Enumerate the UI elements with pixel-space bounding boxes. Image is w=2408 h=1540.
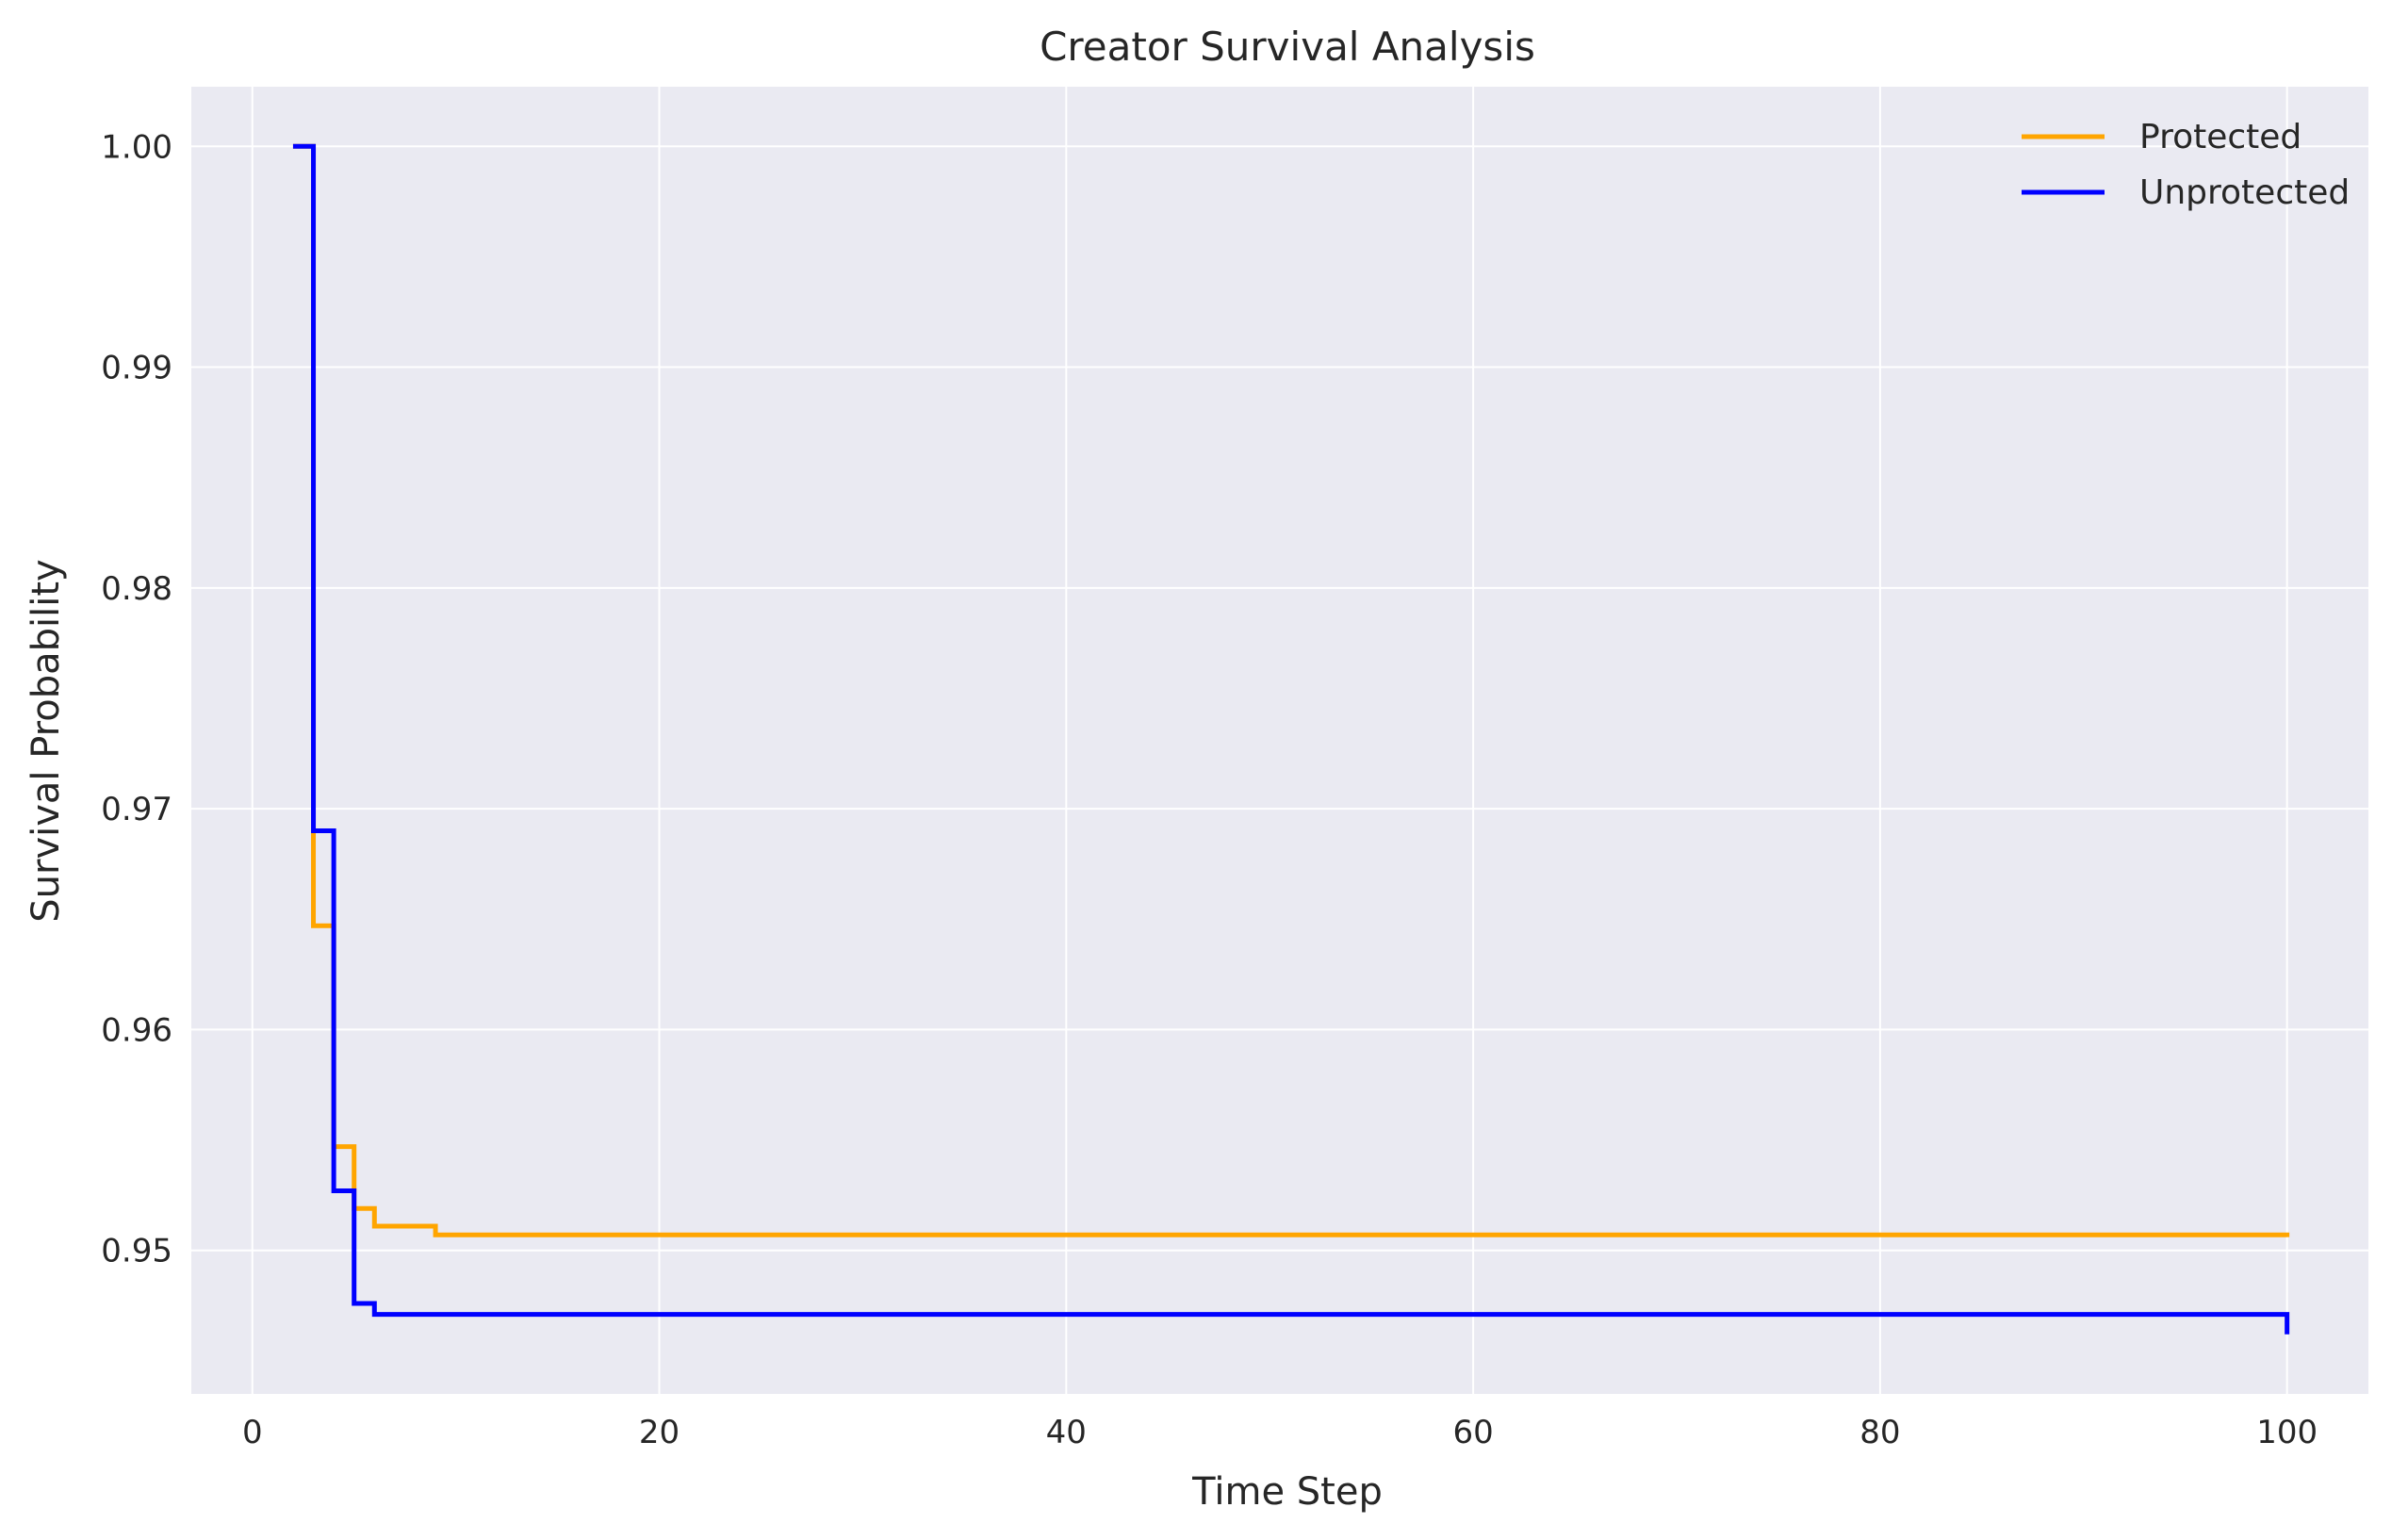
x-tick-label: 40 [1046, 1414, 1087, 1451]
legend-label-unprotected: Unprotected [2139, 173, 2350, 212]
grid [191, 87, 2368, 1394]
plot-area [191, 87, 2368, 1394]
x-tick-label: 0 [242, 1414, 263, 1451]
y-tick-label: 0.95 [101, 1233, 172, 1270]
x-tick-label: 100 [2256, 1414, 2318, 1451]
x-axis-ticks: 0 20 40 60 80 100 [242, 1414, 2318, 1451]
y-tick-label: 0.99 [101, 350, 172, 387]
series-line-unprotected [292, 143, 2290, 1335]
y-axis-label: Survival Probability [25, 559, 68, 922]
x-tick-label: 20 [639, 1414, 680, 1451]
y-axis-ticks: 0.95 0.96 0.97 0.98 0.99 1.00 [101, 128, 172, 1270]
y-tick-label: 0.97 [101, 791, 172, 828]
y-tick-label: 1.00 [101, 128, 172, 166]
y-tick-label: 0.98 [101, 570, 172, 608]
legend-label-protected: Protected [2139, 118, 2302, 156]
chart-title: Creator Survival Analysis [1040, 24, 1535, 70]
series-layer [292, 143, 2290, 1335]
y-tick-label: 0.96 [101, 1011, 172, 1049]
legend: Protected Unprotected [2022, 118, 2350, 212]
x-tick-label: 60 [1452, 1414, 1493, 1451]
x-axis-label: Time Step [1191, 1470, 1383, 1514]
x-tick-label: 80 [1859, 1414, 1900, 1451]
